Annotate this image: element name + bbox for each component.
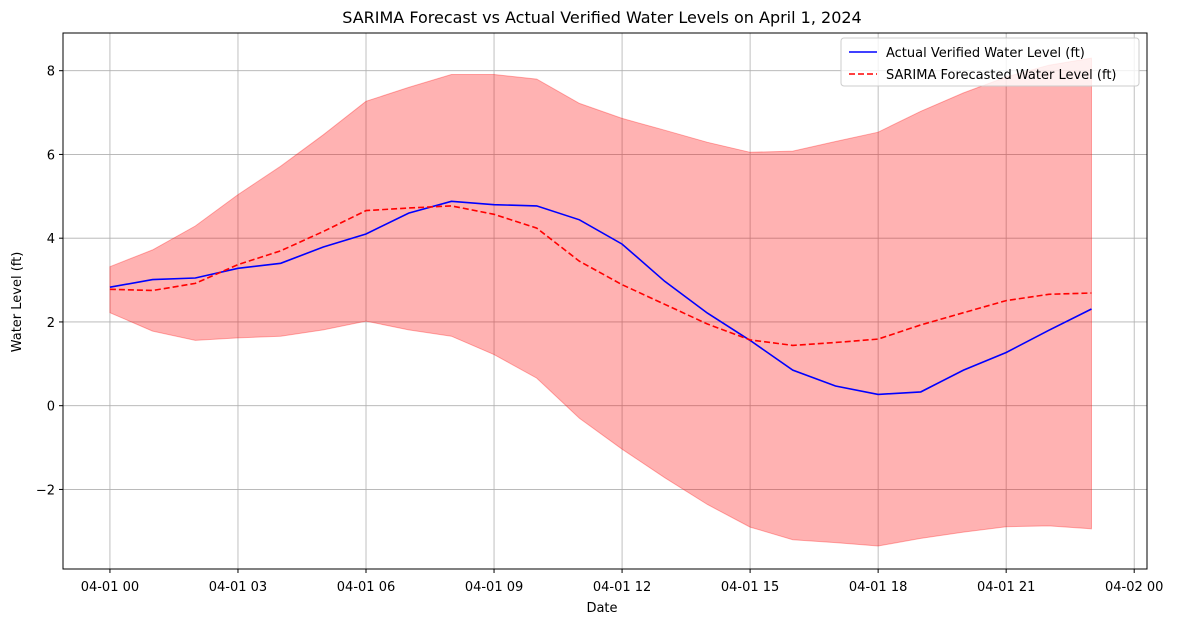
y-axis-label: Water Level (ft) bbox=[10, 252, 25, 353]
x-tick-label: 04-01 09 bbox=[465, 580, 523, 595]
y-tick-label: 0 bbox=[47, 400, 55, 415]
confidence-band bbox=[109, 57, 1092, 547]
y-tick-label: 2 bbox=[47, 316, 55, 331]
legend: Actual Verified Water Level (ft) SARIMA F… bbox=[840, 37, 1140, 87]
plot-frame bbox=[62, 32, 1148, 570]
x-tick-label: 04-01 06 bbox=[337, 580, 395, 595]
legend-actual-label: Actual Verified Water Level (ft) bbox=[886, 46, 1085, 61]
legend-forecast-label: SARIMA Forecasted Water Level (ft) bbox=[886, 68, 1116, 83]
grid-lines bbox=[63, 33, 1147, 569]
y-tick-label: 4 bbox=[47, 232, 55, 247]
forecast-water-level-line bbox=[109, 205, 1092, 347]
x-tick-label: 04-01 15 bbox=[721, 580, 779, 595]
y-tick-label: −2 bbox=[36, 483, 55, 498]
y-tick-label: 8 bbox=[47, 65, 55, 80]
x-tick-label: 04-01 00 bbox=[81, 580, 139, 595]
chart-title: SARIMA Forecast vs Actual Verified Water… bbox=[342, 8, 861, 27]
x-tick-label: 04-02 00 bbox=[1105, 580, 1163, 595]
series-layer bbox=[109, 200, 1092, 396]
legend-box bbox=[840, 37, 1140, 87]
confidence-band-layer bbox=[109, 57, 1092, 547]
actual-water-level-line bbox=[109, 200, 1092, 396]
x-tick-label: 04-01 03 bbox=[209, 580, 267, 595]
x-tick-label: 04-01 12 bbox=[593, 580, 651, 595]
tick-layer: 04-01 00 04-01 03 04-01 06 04-01 09 04-01 12… bbox=[36, 65, 1164, 595]
x-tick-label: 04-01 21 bbox=[977, 580, 1035, 595]
x-tick-label: 04-01 18 bbox=[849, 580, 907, 595]
x-axis-label: Date bbox=[586, 601, 617, 616]
y-tick-label: 6 bbox=[47, 148, 55, 163]
